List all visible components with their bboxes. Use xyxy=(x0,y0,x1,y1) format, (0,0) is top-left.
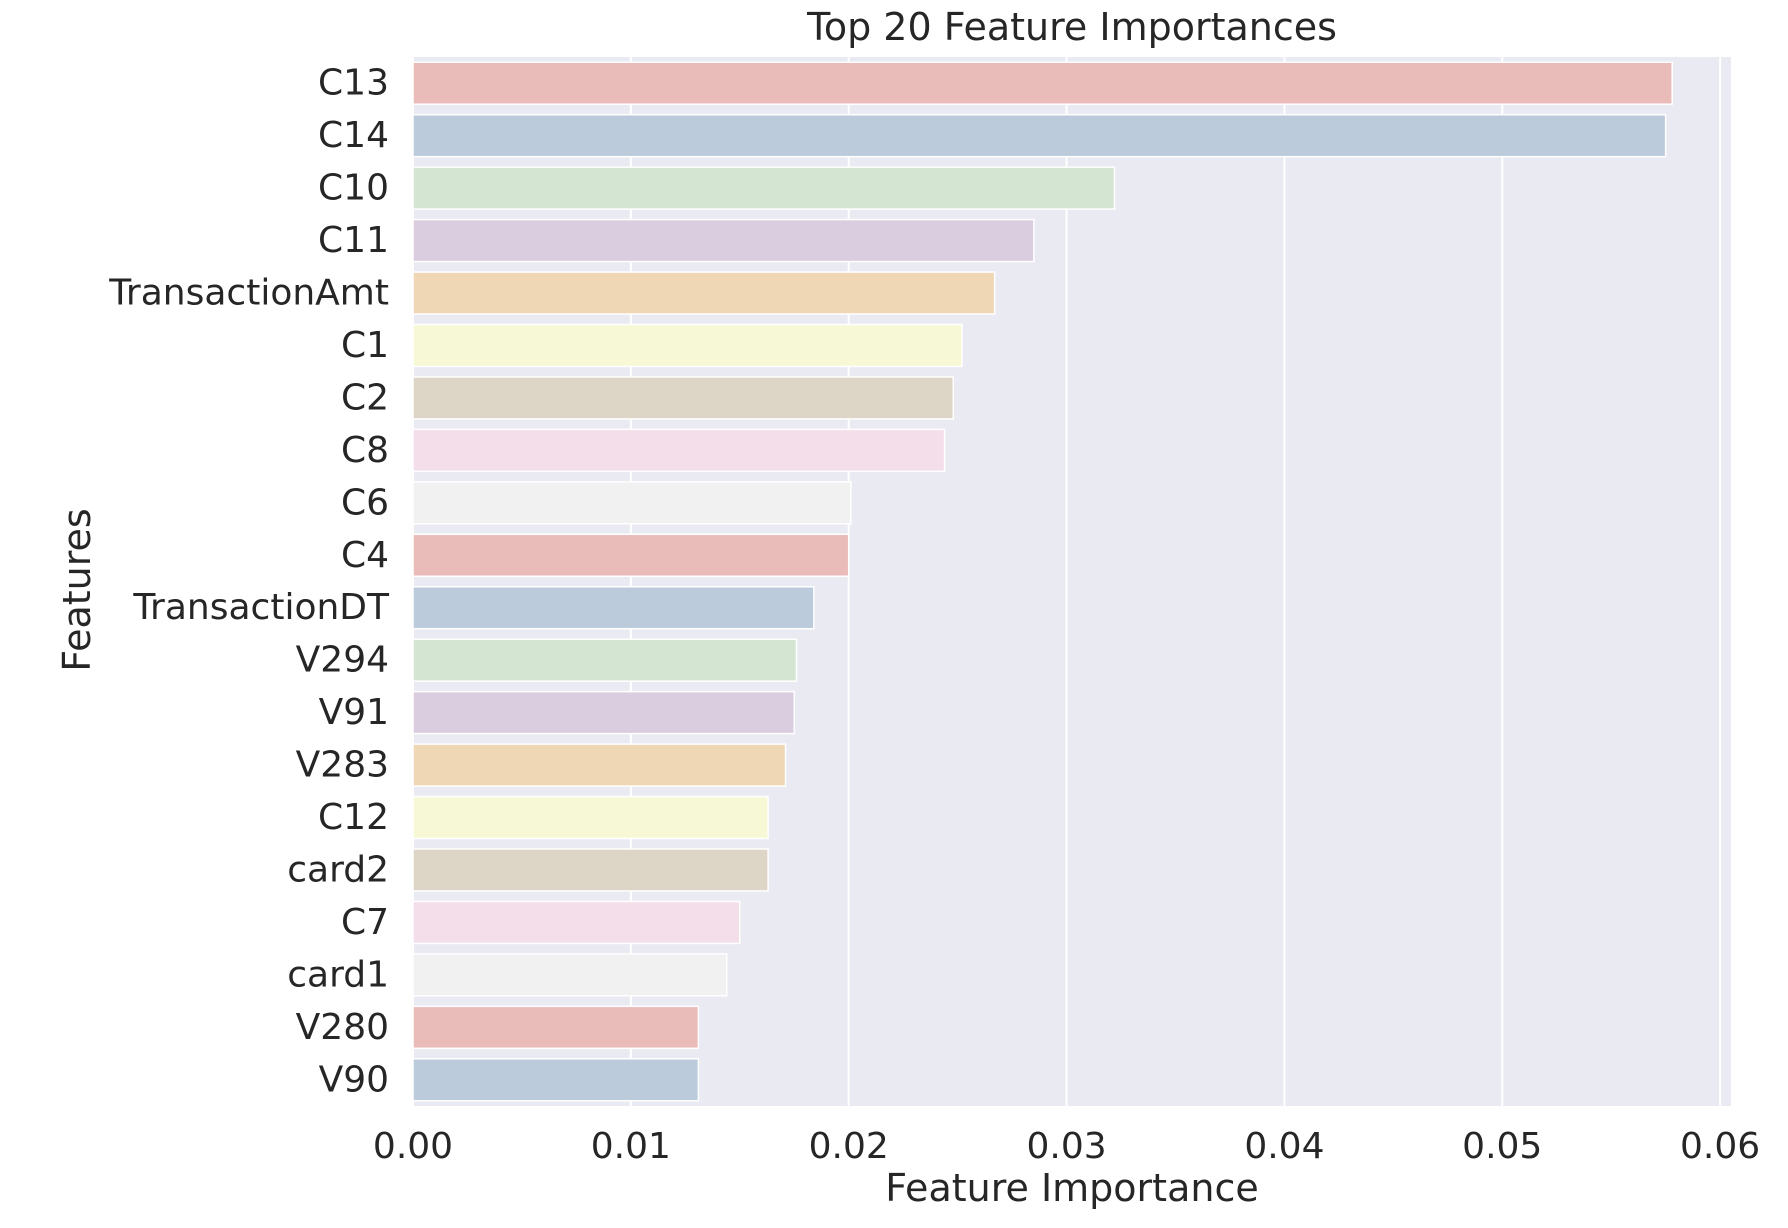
bar-transactiondt xyxy=(412,585,815,630)
bar-c6 xyxy=(412,481,852,525)
y-tick-labels: C13 C14 C10 C11 TransactionAmt C1 C2 C8 C6 C4 Tran… xyxy=(108,63,390,1101)
y-tick-label: C1 xyxy=(341,325,389,366)
bar-card2 xyxy=(412,848,769,892)
bar-transactionamt xyxy=(412,271,996,315)
x-tick-label: 0.06 xyxy=(1680,1126,1760,1167)
y-tick-label: C8 xyxy=(341,430,389,471)
y-tick-label: V90 xyxy=(319,1059,389,1100)
x-tick-labels: 0.00 0.01 0.02 0.03 0.04 0.05 0.06 xyxy=(373,1126,1760,1167)
bar-c8 xyxy=(412,428,946,473)
y-tick-label: C13 xyxy=(318,63,389,104)
bar-c4 xyxy=(412,533,850,578)
y-tick-label: V283 xyxy=(296,745,389,786)
y-tick-label: card2 xyxy=(287,849,389,890)
y-axis-label: Features xyxy=(55,508,99,671)
y-tick-label: C4 xyxy=(341,535,389,576)
y-tick-label: C10 xyxy=(318,168,389,209)
y-tick-label: C6 xyxy=(341,482,389,523)
y-tick-label: V91 xyxy=(319,692,389,733)
bars xyxy=(412,61,1673,1102)
x-axis-label: Feature Importance xyxy=(885,1166,1258,1210)
y-tick-label: V280 xyxy=(296,1007,389,1048)
bar-card1 xyxy=(412,953,728,997)
x-tick-label: 0.05 xyxy=(1462,1126,1542,1167)
y-tick-label: TransactionAmt xyxy=(108,273,389,314)
x-tick-label: 0.01 xyxy=(591,1126,671,1167)
y-tick-label: C12 xyxy=(318,797,389,838)
x-tick-label: 0.03 xyxy=(1026,1126,1106,1167)
x-tick-label: 0.04 xyxy=(1244,1126,1324,1167)
bar-c7 xyxy=(412,900,741,945)
bar-c12 xyxy=(412,795,769,840)
bar-c1 xyxy=(412,323,963,368)
bar-c13 xyxy=(412,61,1673,105)
y-tick-label: C14 xyxy=(318,115,389,156)
y-tick-label: C11 xyxy=(318,220,389,261)
x-tick-label: 0.00 xyxy=(373,1126,453,1167)
bar-c11 xyxy=(412,218,1035,263)
y-tick-label: C7 xyxy=(341,902,389,943)
y-tick-label: V294 xyxy=(296,640,389,681)
bar-c14 xyxy=(412,113,1667,158)
y-tick-label: C2 xyxy=(341,377,389,418)
bar-c10 xyxy=(412,166,1116,210)
bar-v280 xyxy=(412,1005,700,1050)
plot-area xyxy=(413,57,1731,1106)
y-tick-label: TransactionDT xyxy=(132,587,390,628)
bar-v283 xyxy=(412,743,787,787)
bar-v294 xyxy=(412,638,798,682)
bar-v90 xyxy=(412,1058,700,1102)
bar-c2 xyxy=(412,376,955,420)
chart-title: Top 20 Feature Importances xyxy=(806,5,1337,49)
bar-v91 xyxy=(412,690,795,735)
x-tick-label: 0.02 xyxy=(809,1126,889,1167)
y-tick-label: card1 xyxy=(287,954,389,995)
